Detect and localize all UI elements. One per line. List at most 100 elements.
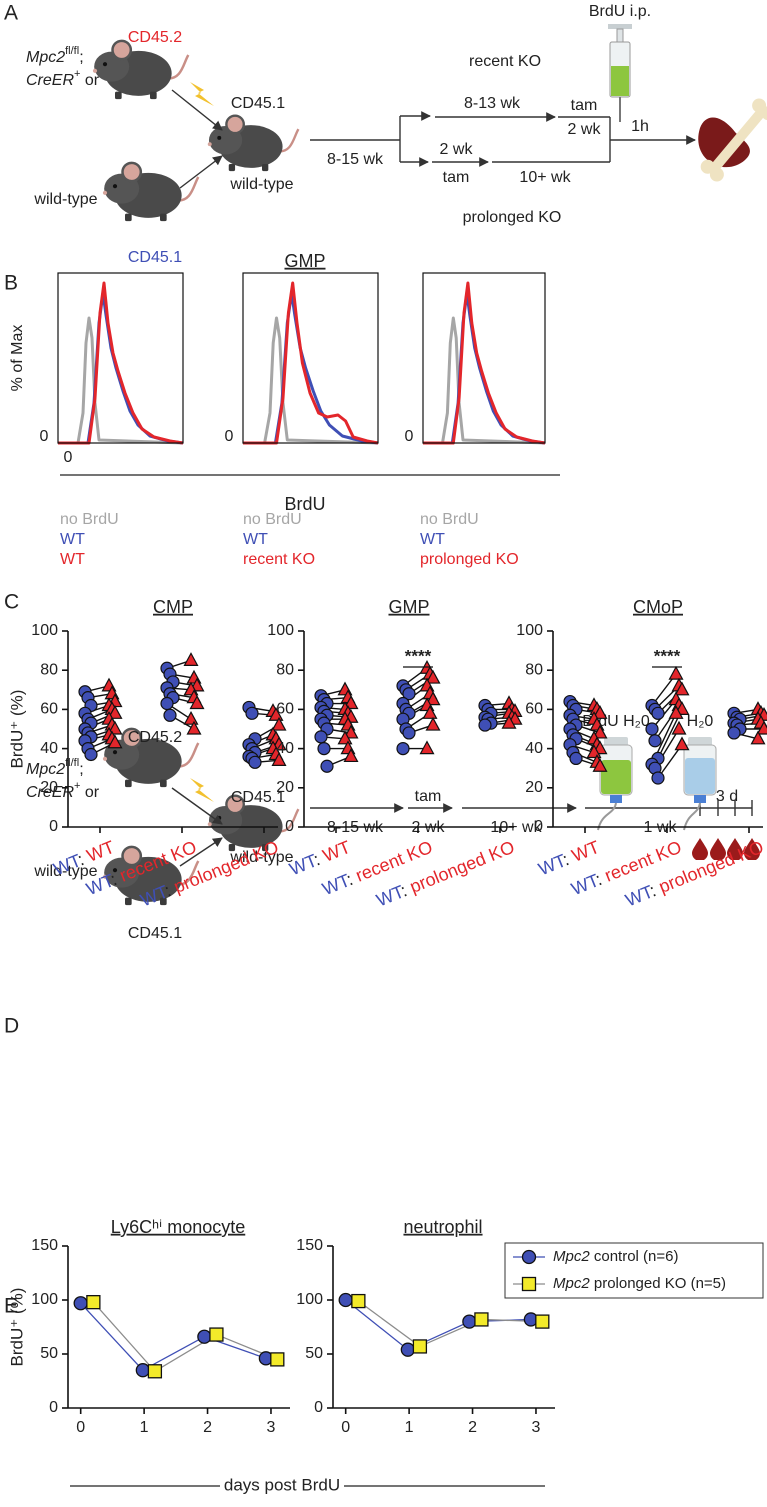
label: Mpc2fl/fl; (26, 45, 84, 66)
label: Mpc2fl/fl; (26, 757, 84, 778)
plot-frame (242, 272, 379, 444)
plot-frame (57, 272, 184, 444)
y-tick-label: 100 (31, 1291, 58, 1308)
x-axis-label: days post BrdU (224, 1475, 340, 1494)
arrow (171, 89, 223, 131)
y-tick-label: 40 (276, 740, 294, 757)
point (248, 755, 262, 769)
water-bottle-icon (597, 737, 633, 831)
legend-entry: WT (420, 531, 445, 548)
legend-entry: no BrdU (243, 511, 302, 528)
syringe-icon (608, 24, 632, 122)
label: wild-type (229, 176, 293, 193)
y-tick-label: 0 (49, 1399, 58, 1416)
label: 10+ wk (490, 819, 542, 836)
point (268, 707, 284, 721)
point (750, 730, 766, 745)
panel-label: A (4, 2, 18, 25)
irradiation-icon (190, 82, 214, 106)
point (727, 726, 741, 740)
label: CreER+ or (26, 68, 100, 89)
label: 1h (631, 118, 649, 135)
legend-entry: recent KO (243, 551, 315, 568)
y-tick-label: 80 (276, 661, 294, 678)
legend-gene: Mpc2 (553, 1248, 590, 1265)
legend-marker (521, 1276, 537, 1292)
point (317, 741, 331, 756)
point (586, 744, 602, 759)
point (756, 720, 767, 735)
point (343, 695, 359, 710)
point (197, 1329, 212, 1344)
point (569, 751, 583, 766)
label: 8-13 wk (464, 95, 521, 112)
label: wild-type (229, 849, 293, 866)
point (270, 1352, 285, 1367)
panel-labels: A B C D E (4, 2, 19, 1318)
point (86, 1295, 101, 1310)
label: BrdU i.p. (589, 3, 651, 20)
point (419, 740, 435, 755)
point (186, 720, 202, 735)
y-tick-label: 20 (525, 779, 543, 796)
label: 8-15 wk (327, 151, 384, 168)
point (592, 705, 608, 719)
legend-entry: prolonged KO (420, 551, 519, 568)
text: or (80, 72, 99, 89)
chart-title: neutrophil (403, 1217, 482, 1237)
superscript: + (74, 780, 80, 792)
point (107, 705, 123, 719)
panel-label: B (4, 272, 18, 295)
panel-label: E (4, 1295, 18, 1318)
timeline-ticks (699, 800, 753, 816)
point (338, 1292, 353, 1308)
water-bottle-icon (683, 737, 717, 831)
y-tick-label: 40 (40, 740, 58, 757)
point (343, 724, 359, 739)
point (425, 691, 441, 706)
label: 3 d (716, 788, 738, 805)
y-tick-label: 40 (525, 740, 543, 757)
point (271, 716, 287, 731)
y-tick-label: 80 (525, 661, 543, 678)
mouse-icon (206, 114, 300, 173)
chart-title: CMoP (633, 597, 683, 617)
point (674, 736, 690, 751)
arrow (179, 155, 223, 189)
point (648, 734, 662, 748)
point (160, 696, 174, 711)
point (425, 669, 441, 684)
arrow (171, 787, 223, 825)
panel-label: D (4, 1015, 19, 1038)
point (245, 706, 259, 720)
label: CD45.1 (128, 249, 182, 266)
point (73, 1296, 88, 1311)
label: CD45.1 (231, 789, 285, 806)
label: wild-type (33, 863, 97, 880)
legend-entry: no BrdU (420, 511, 479, 528)
point (592, 757, 608, 772)
x-tick-label: 0 (64, 449, 73, 466)
point (343, 748, 359, 763)
x-axis-label: BrdU (284, 494, 325, 514)
point (84, 747, 98, 762)
point (478, 718, 492, 732)
x-tick-label: 0 (76, 1419, 85, 1436)
legend-box (504, 1242, 764, 1299)
y-tick-label: 0 (49, 818, 58, 835)
y-tick-label: 150 (31, 1237, 58, 1254)
point (189, 695, 205, 710)
y-tick-label: 100 (31, 622, 58, 639)
plot-frame (422, 272, 546, 444)
label: 10+ wk (519, 169, 571, 186)
chart-title: GMP (388, 597, 429, 617)
series-line (357, 1300, 543, 1348)
y-tick-label: 0 (534, 818, 543, 835)
significance-label: **** (654, 646, 681, 665)
y-tick-label: 20 (40, 779, 58, 796)
point (501, 714, 517, 729)
point (462, 1314, 477, 1329)
label: tam (571, 97, 598, 114)
histogram-curve (243, 316, 379, 445)
point (107, 720, 123, 735)
